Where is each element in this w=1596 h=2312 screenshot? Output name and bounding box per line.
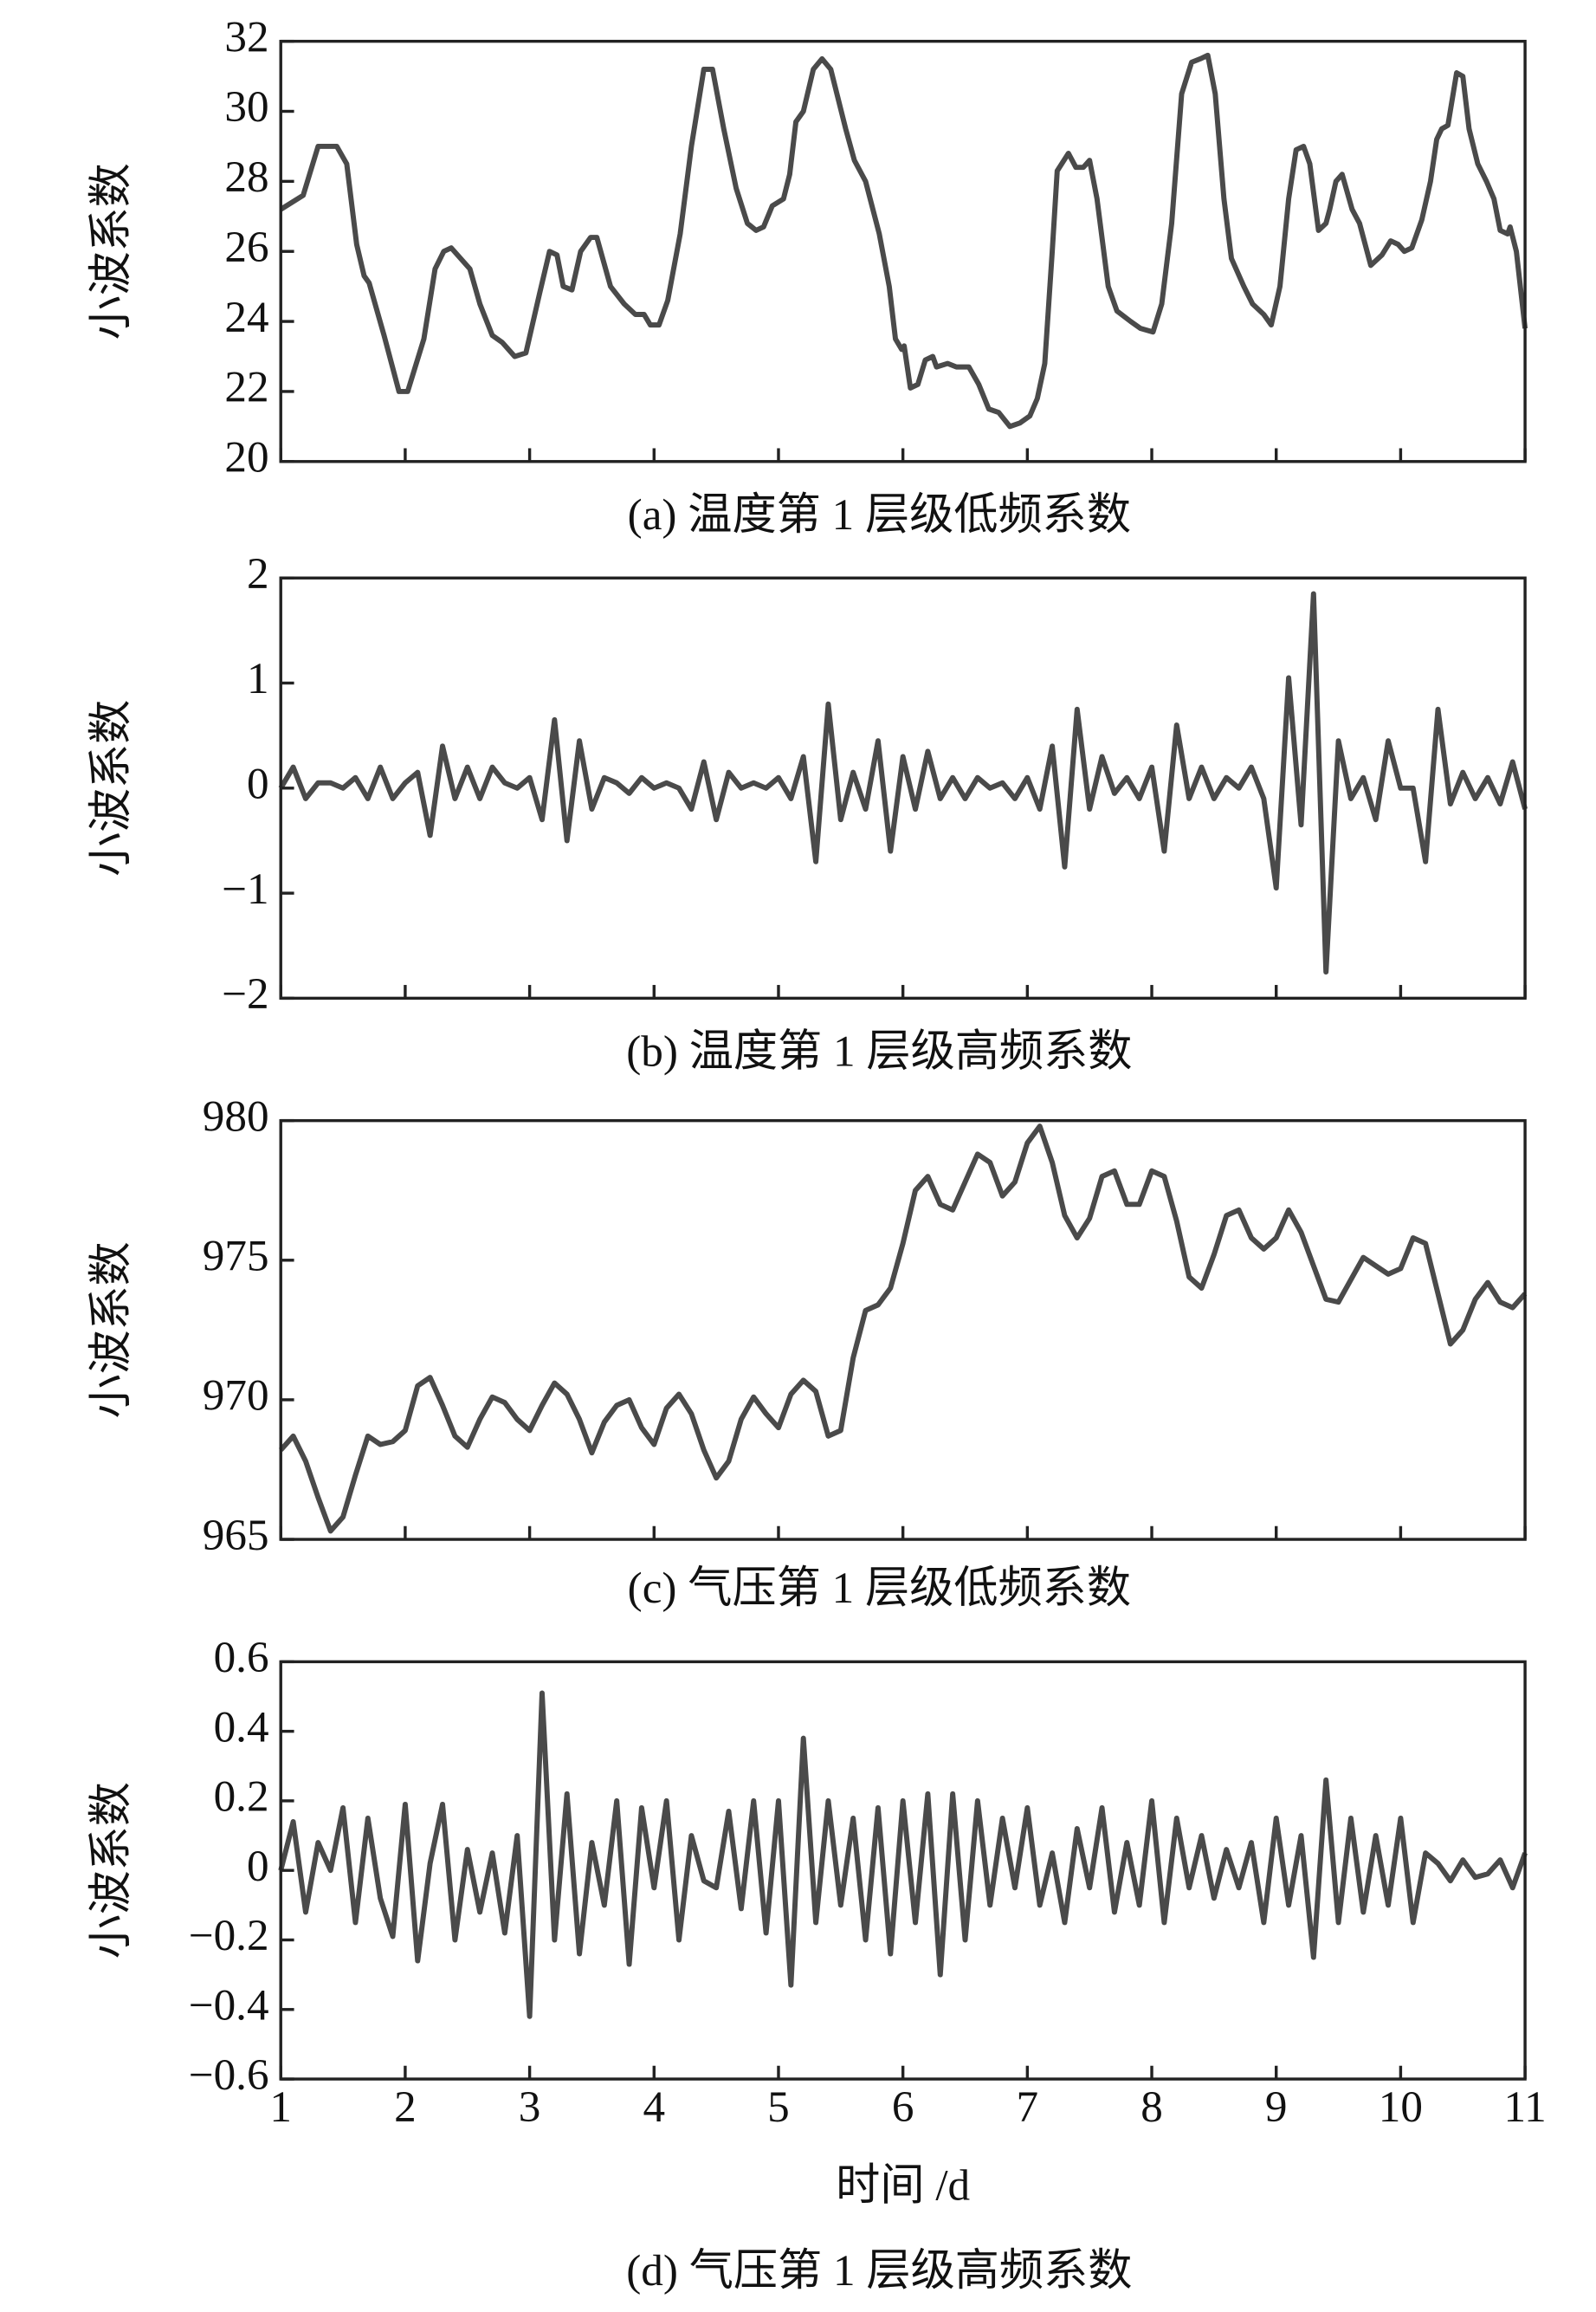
x-tick-label: 9: [1265, 2082, 1288, 2132]
y-tick-label: 28: [224, 152, 268, 202]
panel-caption: (b) 温度第 1 层级高频系数: [626, 1027, 1132, 1077]
x-tick-label: 11: [1503, 2082, 1546, 2132]
x-axis-label: 时间 /d: [836, 2160, 970, 2210]
y-tick-label: 975: [203, 1232, 269, 1281]
data-line: [278, 1690, 1528, 2019]
y-tick-label: 980: [203, 1091, 269, 1141]
data-line: [278, 591, 1528, 975]
y-tick-label: −0.4: [189, 1981, 269, 2030]
y-tick-label: −1: [222, 865, 268, 914]
y-axis-label: 小波系数: [87, 1241, 136, 1418]
x-tick-label: 2: [394, 2082, 417, 2132]
data-line: [279, 1124, 1528, 1534]
y-tick-label: −2: [222, 969, 268, 1019]
x-tick-label: 4: [643, 2082, 665, 2132]
x-tick-label: 1: [269, 2082, 292, 2132]
y-tick-label: 970: [203, 1371, 269, 1421]
y-tick-label: 26: [224, 223, 268, 272]
y-tick-label: 30: [224, 82, 268, 132]
x-tick-label: 6: [892, 2082, 914, 2132]
y-axis-label: 小波系数: [87, 163, 136, 340]
x-tick-label: 5: [767, 2082, 790, 2132]
panel-caption: (d) 气压第 1 层级高频系数: [626, 2246, 1132, 2296]
x-tick-label: 8: [1140, 2082, 1163, 2132]
y-tick-label: 24: [224, 293, 268, 342]
y-tick-label: 32: [224, 12, 268, 62]
y-tick-label: 0: [247, 760, 269, 809]
plot-frame: [279, 1660, 1527, 2081]
y-tick-label: 1: [247, 654, 269, 703]
y-axis-label: 小波系数: [87, 700, 136, 877]
y-tick-label: −0.6: [189, 2050, 269, 2100]
y-tick-label: 0.2: [214, 1772, 269, 1822]
data-line: [279, 52, 1528, 430]
y-tick-label: 0: [247, 1842, 269, 1891]
y-tick-label: 0.4: [214, 1702, 269, 1752]
panel-caption: (a) 温度第 1 层级低频系数: [628, 490, 1131, 540]
x-tick-label: 10: [1379, 2082, 1423, 2132]
x-tick-label: 7: [1017, 2082, 1039, 2132]
panel-caption: (c) 气压第 1 层级低频系数: [628, 1564, 1131, 1613]
y-tick-label: −0.2: [189, 1911, 269, 1960]
y-axis-label: 小波系数: [87, 1782, 136, 1959]
y-tick-label: 22: [224, 363, 268, 412]
y-tick-label: 20: [224, 433, 268, 482]
y-tick-label: 965: [203, 1511, 269, 1560]
y-tick-label: 0.6: [214, 1633, 269, 1682]
x-tick-label: 3: [519, 2082, 541, 2132]
y-tick-label: 2: [247, 549, 269, 599]
plot-frame: [279, 39, 1527, 463]
plot-frame: [279, 1118, 1527, 1541]
